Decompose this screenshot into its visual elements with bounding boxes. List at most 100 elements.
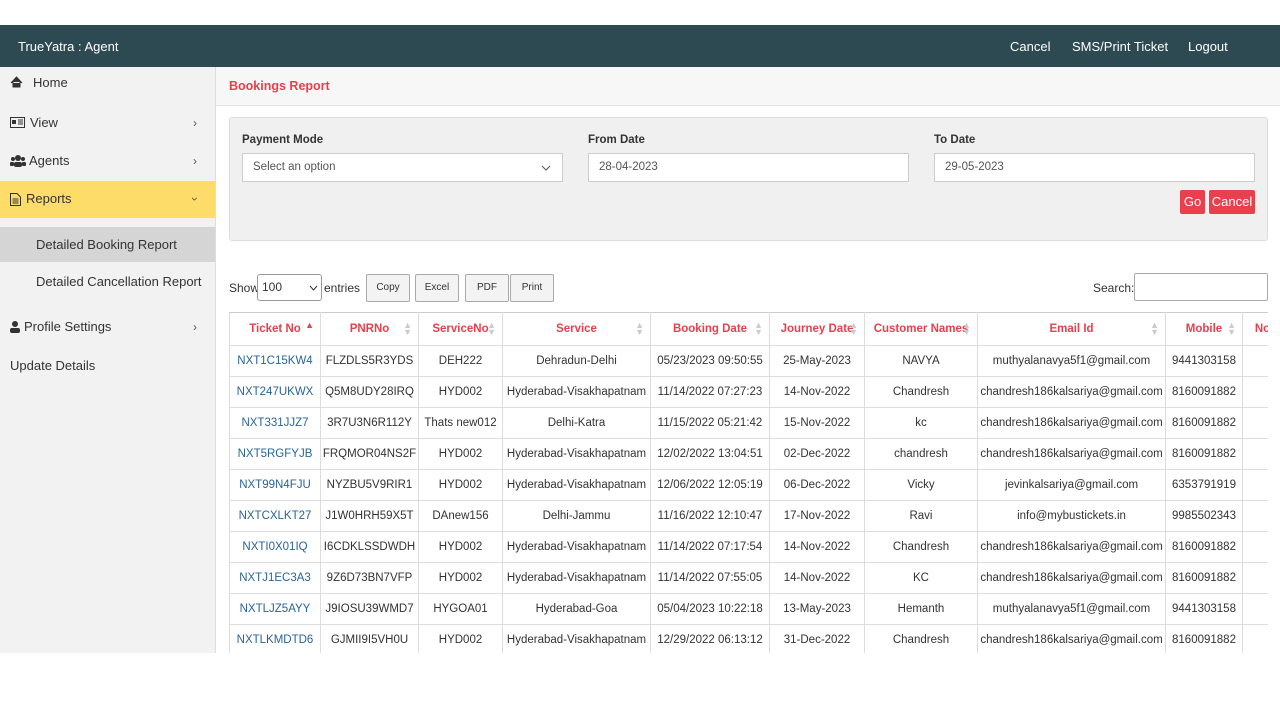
column-header[interactable]: ServiceNo ▲ ▼	[418, 312, 503, 346]
ticket-link[interactable]: NXTLJZ5AYY	[229, 593, 321, 625]
sort-icon: ▲ ▼	[403, 320, 412, 337]
page-size-select[interactable]: 100	[257, 274, 322, 301]
cancel-button[interactable]: Cancel	[1209, 190, 1255, 214]
cell: KC	[864, 562, 978, 594]
cell: HYD002	[418, 531, 503, 563]
column-header[interactable]: Journey Date ▲ ▼	[769, 312, 865, 346]
header-text: Email Id	[1049, 323, 1094, 335]
value: 29-05-2023	[945, 161, 1004, 173]
cell: muthyalanavya5f1@gmail.com	[977, 345, 1166, 377]
ticket-link[interactable]: NXTCXLKT27	[229, 500, 321, 532]
cell: jevinkalsariya@gmail.com	[977, 469, 1166, 501]
cell: Hyderabad-Visakhapatnam	[502, 469, 651, 501]
export-button[interactable]: Excel	[415, 274, 459, 302]
cell: 8160091882	[1165, 438, 1243, 470]
cell: 13-May-2023	[769, 593, 865, 625]
cell: Thats new012	[418, 407, 503, 439]
ticket-link[interactable]: NXT247UKWX	[229, 376, 321, 408]
table-row: NXTI0X01IQ I6CDKLSSDWDH HYD002 Hyderabad-Vi…	[229, 531, 1268, 563]
column-header[interactable]: Ticket No ▲	[229, 312, 321, 346]
cell: Chandresh	[864, 376, 978, 408]
ticket-link[interactable]: NXT99N4FJU	[229, 469, 321, 501]
menu-item[interactable]: View ›	[0, 105, 215, 141]
date-input[interactable]: 29-05-2023	[934, 153, 1255, 182]
cell: info@mybustickets.in	[977, 500, 1166, 532]
export-button[interactable]: Print	[510, 274, 554, 302]
menu-item[interactable]: Profile Settings ›	[0, 309, 215, 345]
sort-icon: ▲ ▼	[1227, 320, 1236, 337]
cell: chandresh	[864, 438, 978, 470]
nav-link[interactable]: SMS/Print Ticket	[1072, 39, 1169, 54]
cell: FRQMOR04NS2F	[320, 438, 419, 470]
export-button[interactable]: PDF	[465, 274, 509, 302]
column-header[interactable]: Customer Names ▲ ▼	[864, 312, 978, 346]
sort-icon: ▲	[305, 320, 314, 330]
label: Home	[33, 75, 68, 90]
header-text: Booking Date	[672, 323, 748, 335]
field-label: To Date	[934, 134, 976, 146]
page-title: Bookings Report	[216, 67, 1280, 106]
cell: 11/14/2022 07:55:05	[650, 562, 770, 594]
select[interactable]: Select an option	[242, 153, 563, 182]
nav-link[interactable]: Logout	[1188, 39, 1228, 54]
brand[interactable]: TrueYatra : Agent	[18, 39, 119, 54]
cell: 12/06/2022 12:05:19	[650, 469, 770, 501]
cell: Hyderabad-Visakhapatnam	[502, 624, 651, 653]
cell: 8160091882	[1165, 407, 1243, 439]
cell: chandresh186kalsariya@gmail.com	[977, 376, 1166, 408]
column-header[interactable]: Service ▲ ▼	[502, 312, 651, 346]
table-row: NXTLKMDTD6 GJMII9I5VH0U HYD002 Hyderabad-Vi…	[229, 624, 1268, 653]
header-text: PNRNo	[349, 323, 390, 335]
cell: 11/16/2022 12:10:47	[650, 500, 770, 532]
icon	[10, 155, 26, 167]
date-input[interactable]: 28-04-2023	[588, 153, 909, 182]
column-header[interactable]: No	[1242, 312, 1268, 346]
column-header[interactable]: Email Id ▲ ▼	[977, 312, 1166, 346]
export-button[interactable]: Copy	[366, 274, 410, 302]
icon	[309, 285, 318, 291]
header-text: Mobile	[1185, 323, 1223, 335]
cell: 8160091882	[1165, 624, 1243, 653]
column-header[interactable]: PNRNo ▲ ▼	[320, 312, 419, 346]
column-header[interactable]: Booking Date ▲ ▼	[650, 312, 770, 346]
cell: chandresh186kalsariya@gmail.com	[977, 562, 1166, 594]
nav-link[interactable]: Cancel	[1010, 39, 1051, 54]
menu-item[interactable]: Update Details	[0, 348, 215, 384]
table-body: NXT1C15KW4 FLZDLS5R3YDS DEH222 Dehradun-Del…	[229, 345, 1268, 653]
cell: 31-Dec-2022	[769, 624, 865, 653]
value: 100	[262, 280, 283, 294]
cell	[1242, 407, 1268, 439]
submenu-item[interactable]: Detailed Cancellation Report	[0, 264, 215, 300]
entries-label: entries	[324, 281, 361, 295]
cell: 11/14/2022 07:17:54	[650, 531, 770, 563]
ticket-link[interactable]: NXT5RGFYJB	[229, 438, 321, 470]
menu-item[interactable]: Home	[0, 65, 215, 101]
menu-item-active[interactable]: Reports ›	[0, 181, 215, 218]
ticket-link[interactable]: NXTJ1EC3A3	[229, 562, 321, 594]
cell: FLZDLS5R3YDS	[320, 345, 419, 377]
table-row: NXT99N4FJU NYZBU5V9RIR1 HYD002 Hyderabad-Vi…	[229, 469, 1268, 501]
search-input[interactable]	[1134, 273, 1268, 301]
go-button[interactable]: Go	[1180, 190, 1205, 214]
ticket-link[interactable]: NXTI0X01IQ	[229, 531, 321, 563]
cell: Hyderabad-Goa	[502, 593, 651, 625]
ticket-link[interactable]: NXT1C15KW4	[229, 345, 321, 377]
submenu-item-active[interactable]: Detailed Booking Report	[0, 227, 215, 262]
sort-icon: ▲ ▼	[635, 320, 644, 337]
cell: chandresh186kalsariya@gmail.com	[977, 624, 1166, 653]
header-row: Ticket No ▲ PNRNo ▲ ▼ ServiceNo ▲ ▼ Service ▲ ▼ Boo…	[229, 312, 1268, 346]
chevron: ›	[193, 116, 197, 130]
cell: muthyalanavya5f1@gmail.com	[977, 593, 1166, 625]
cell: HYD002	[418, 376, 503, 408]
filter-panel: Payment Mode Select an option From Date …	[229, 117, 1268, 241]
cell: HYD002	[418, 469, 503, 501]
cell: 15-Nov-2022	[769, 407, 865, 439]
column-header[interactable]: Mobile ▲ ▼	[1165, 312, 1243, 346]
cell: I6CDKLSSDWDH	[320, 531, 419, 563]
ticket-link[interactable]: NXTLKMDTD6	[229, 624, 321, 653]
value: 28-04-2023	[599, 161, 658, 173]
menu-item[interactable]: Agents ›	[0, 143, 215, 179]
ticket-link[interactable]: NXT331JJZ7	[229, 407, 321, 439]
label: Update Details	[10, 358, 96, 373]
sidebar: Home View › Agents › Reports › Detailed Boo…	[0, 67, 216, 653]
